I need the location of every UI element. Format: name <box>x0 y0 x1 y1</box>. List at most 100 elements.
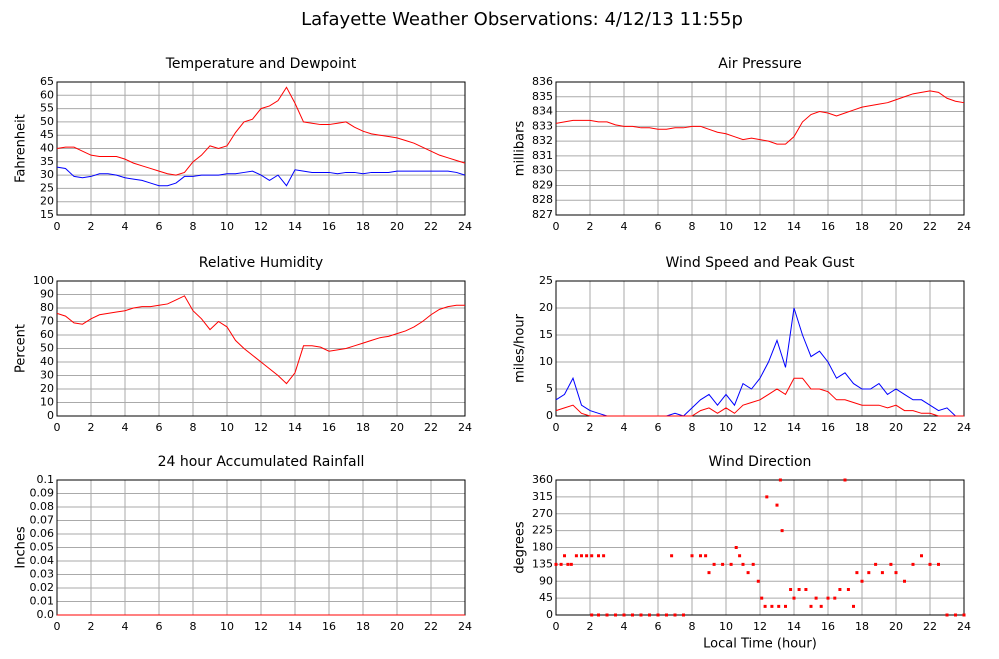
x-tick-label: 2 <box>88 421 95 434</box>
y-tick-label: 35 <box>40 155 54 168</box>
x-tick-label: 14 <box>288 220 302 233</box>
data-point <box>778 478 782 482</box>
y-tick-label: 0.08 <box>30 500 55 513</box>
data-point <box>760 596 764 600</box>
x-tick-label: 20 <box>889 421 903 434</box>
x-tick-label: 4 <box>621 421 628 434</box>
data-point <box>777 604 781 608</box>
y-tick-label: 0.02 <box>30 581 55 594</box>
y-tick-label: 836 <box>532 75 553 88</box>
y-axis-label: Inches <box>14 526 29 568</box>
x-tick-label: 20 <box>390 220 404 233</box>
x-tick-label: 14 <box>787 620 801 633</box>
data-point <box>670 554 674 558</box>
data-line <box>555 377 964 417</box>
data-point <box>712 562 716 566</box>
y-tick-label: 50 <box>40 342 54 355</box>
data-point <box>867 571 871 575</box>
x-tick-label: 0 <box>54 620 61 633</box>
data-point <box>656 613 660 617</box>
y-tick-label: 315 <box>532 490 553 503</box>
data-point <box>690 554 694 558</box>
y-tick-label: 10 <box>539 355 553 368</box>
data-point <box>880 571 884 575</box>
y-tick-label: 100 <box>33 274 54 287</box>
x-tick-label: 4 <box>122 421 129 434</box>
y-tick-label: 832 <box>532 134 553 147</box>
data-point <box>903 579 906 583</box>
y-tick-label: 0.03 <box>30 568 55 581</box>
x-tick-label: 6 <box>655 421 662 434</box>
data-line <box>56 86 466 176</box>
x-tick-label: 24 <box>957 421 971 434</box>
x-tick-label: 6 <box>156 421 163 434</box>
data-point <box>920 554 923 558</box>
x-tick-label: 16 <box>322 421 336 434</box>
x-tick-label: 0 <box>54 220 61 233</box>
x-tick-label: 2 <box>587 421 594 434</box>
data-point <box>580 554 583 558</box>
data-point <box>756 579 760 583</box>
data-point <box>590 613 594 617</box>
data-point <box>804 588 808 591</box>
y-tick-label: 5 <box>546 382 553 395</box>
data-point <box>751 562 755 566</box>
x-tick-label: 18 <box>356 220 370 233</box>
y-tick-label: 25 <box>40 181 54 194</box>
data-point <box>614 613 617 617</box>
data-point <box>937 562 940 566</box>
y-tick-label: 65 <box>40 75 54 88</box>
y-tick-label: 270 <box>532 507 553 520</box>
y-tick-label: 827 <box>532 208 553 221</box>
data-point <box>826 596 830 600</box>
data-point <box>784 604 787 608</box>
x-axis-label: Local Time (hour) <box>703 637 817 652</box>
y-axis-label: Percent <box>14 324 29 373</box>
data-point <box>590 554 594 558</box>
x-tick-label: 22 <box>424 421 438 434</box>
plot-border <box>555 81 965 216</box>
data-point <box>563 554 566 558</box>
x-tick-label: 24 <box>957 220 971 233</box>
x-tick-label: 6 <box>156 220 163 233</box>
plot-border <box>555 479 965 616</box>
y-tick-label: 225 <box>532 524 553 537</box>
x-tick-label: 10 <box>719 220 733 233</box>
data-point <box>874 562 878 566</box>
y-tick-label: 30 <box>40 369 54 382</box>
y-tick-label: 20 <box>40 382 54 395</box>
data-point <box>814 596 818 600</box>
y-tick-label: 180 <box>532 541 553 554</box>
data-point <box>721 562 725 566</box>
panel-title: Relative Humidity <box>199 255 323 271</box>
data-point <box>741 562 745 566</box>
x-tick-label: 4 <box>621 620 628 633</box>
data-point <box>605 613 609 617</box>
y-tick-label: 0.1 <box>37 473 55 486</box>
data-point <box>894 571 898 575</box>
data-point <box>911 562 915 566</box>
data-point <box>765 495 769 499</box>
y-tick-label: 90 <box>40 288 54 301</box>
plot-border <box>555 280 965 417</box>
data-point <box>602 554 606 558</box>
y-tick-label: 135 <box>532 557 553 570</box>
x-tick-label: 20 <box>390 620 404 633</box>
panel-title: Temperature and Dewpoint <box>165 56 357 72</box>
data-point <box>648 613 651 617</box>
x-tick-label: 8 <box>190 220 197 233</box>
x-tick-label: 10 <box>220 421 234 434</box>
x-tick-label: 24 <box>458 620 472 633</box>
y-tick-label: 15 <box>539 328 553 341</box>
data-point <box>775 503 779 507</box>
y-tick-label: 80 <box>40 301 54 314</box>
y-tick-label: 60 <box>40 88 54 101</box>
x-tick-label: 0 <box>553 620 560 633</box>
data-point <box>833 596 837 600</box>
data-line <box>555 90 965 145</box>
x-tick-label: 18 <box>855 421 869 434</box>
x-tick-label: 24 <box>458 421 472 434</box>
x-tick-label: 16 <box>821 421 835 434</box>
y-tick-label: 60 <box>40 328 54 341</box>
